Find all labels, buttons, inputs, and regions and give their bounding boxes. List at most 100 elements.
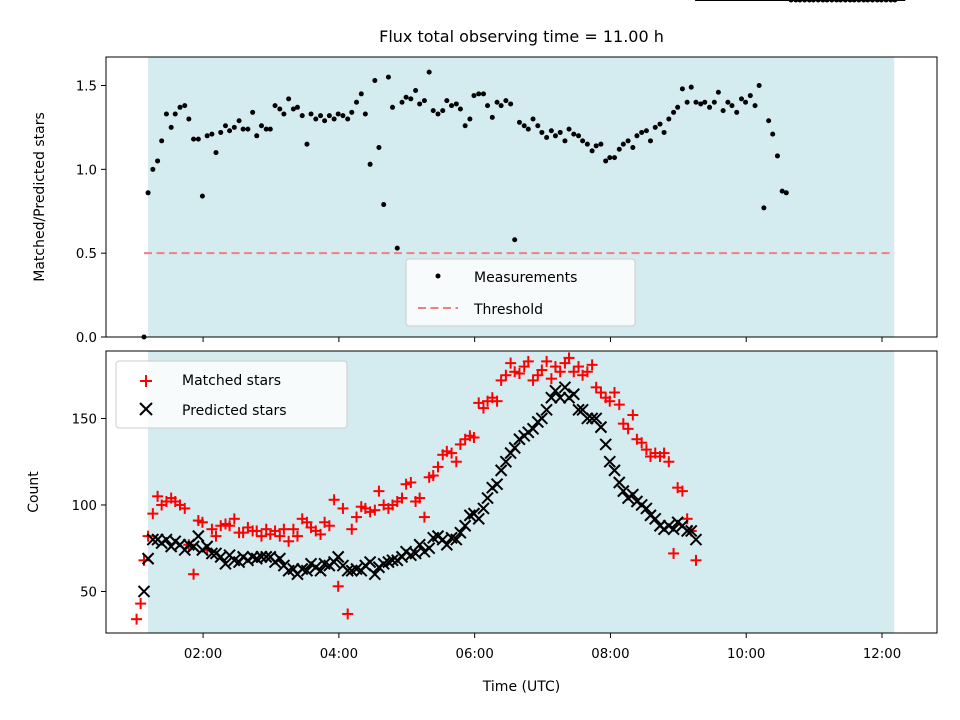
predicted-star-point bbox=[273, 552, 287, 565]
matched-star-point bbox=[663, 456, 675, 468]
matched-star-point bbox=[274, 530, 286, 542]
measurement-point bbox=[322, 118, 328, 124]
matched-star-point bbox=[595, 387, 607, 399]
measurement-point bbox=[267, 126, 273, 132]
cross-stroke bbox=[549, 384, 562, 397]
measurement-point bbox=[367, 161, 373, 167]
measurement-point bbox=[403, 94, 409, 100]
cross-stroke bbox=[472, 512, 485, 526]
matched-star-point bbox=[573, 361, 585, 373]
matched-star-point bbox=[196, 516, 208, 528]
cross-stroke bbox=[608, 464, 621, 477]
matched-star-point bbox=[690, 554, 702, 566]
legend-matched-label: Matched stars bbox=[182, 373, 281, 389]
matched-star-point bbox=[640, 444, 652, 456]
cross-stroke bbox=[458, 519, 472, 532]
measurement-point bbox=[263, 126, 269, 132]
measurement-point bbox=[150, 166, 156, 172]
measurement-point bbox=[729, 103, 735, 109]
measurement-point bbox=[299, 113, 305, 119]
matched-star-point bbox=[446, 447, 458, 459]
measurement-point bbox=[177, 104, 183, 110]
measurement-point bbox=[362, 111, 368, 117]
measurement-point bbox=[290, 106, 296, 112]
cross-stroke bbox=[141, 552, 155, 565]
cross-stroke bbox=[626, 488, 640, 501]
matched-star-point bbox=[554, 366, 566, 378]
cross-stroke bbox=[314, 564, 327, 577]
measurement-point bbox=[598, 141, 604, 147]
matched-star-point bbox=[315, 528, 327, 540]
predicted-star-point bbox=[314, 564, 327, 577]
measurement-point bbox=[756, 83, 762, 89]
measurement-point bbox=[191, 136, 197, 142]
measurement-point bbox=[562, 138, 568, 144]
y-tick-label: 100 bbox=[72, 499, 97, 514]
matched-star-point bbox=[342, 608, 354, 620]
matched-star-point bbox=[658, 447, 670, 459]
predicted-star-point bbox=[499, 455, 513, 468]
measurement-point bbox=[159, 138, 165, 144]
matched-star-point bbox=[188, 568, 200, 580]
predicted-star-point bbox=[535, 412, 549, 425]
measurement-point bbox=[345, 116, 351, 122]
measurement-point bbox=[313, 116, 319, 122]
cross-stroke bbox=[545, 391, 558, 404]
measurement-point bbox=[693, 99, 699, 105]
predicted-star-point bbox=[463, 509, 477, 522]
cross-stroke bbox=[680, 524, 694, 538]
cross-stroke bbox=[300, 564, 314, 577]
measurement-point bbox=[525, 126, 531, 132]
measurement-point bbox=[508, 101, 514, 107]
cross-stroke bbox=[576, 403, 589, 417]
measurement-point bbox=[231, 124, 237, 130]
x-tick-label: 08:00 bbox=[591, 647, 629, 662]
measurement-point bbox=[426, 69, 432, 75]
predicted-star-point bbox=[689, 533, 703, 546]
cross-stroke bbox=[192, 529, 205, 543]
count-y-ticks: 50 100 150 bbox=[72, 412, 106, 600]
cross-stroke bbox=[494, 464, 508, 477]
predicted-star-point bbox=[613, 476, 626, 489]
cross-stroke bbox=[667, 522, 680, 536]
measurement-point bbox=[485, 103, 491, 109]
cross-stroke bbox=[535, 412, 549, 425]
predicted-star-point bbox=[481, 491, 494, 505]
predicted-star-point bbox=[192, 529, 205, 543]
y-tick-label: 1.0 bbox=[76, 163, 97, 178]
ratio-x-ticks bbox=[202, 337, 883, 342]
measurement-point bbox=[616, 146, 622, 152]
matched-star-point bbox=[541, 355, 553, 367]
x-tick-label: 06:00 bbox=[455, 647, 493, 662]
measurement-point bbox=[163, 111, 169, 117]
matched-star-point bbox=[323, 520, 335, 532]
matched-star-point bbox=[152, 490, 164, 502]
measurement-point bbox=[607, 155, 613, 161]
measurement-point bbox=[688, 84, 694, 90]
matched-star-point bbox=[427, 470, 439, 482]
matched-star-point bbox=[676, 485, 688, 497]
cross-stroke bbox=[553, 391, 567, 404]
matched-star-point bbox=[135, 598, 147, 610]
measurement-point bbox=[752, 103, 758, 109]
matched-star-point bbox=[287, 523, 299, 535]
y-tick-label: 150 bbox=[72, 412, 97, 427]
measurement-point bbox=[512, 237, 518, 243]
measurement-points bbox=[141, 0, 898, 340]
matched-star-point bbox=[513, 367, 525, 379]
cross-stroke bbox=[146, 533, 160, 546]
matched-star-point bbox=[224, 520, 236, 532]
measurement-point bbox=[774, 153, 780, 159]
cross-stroke bbox=[409, 547, 422, 560]
predicted-star-point bbox=[589, 412, 603, 425]
measurement-point bbox=[250, 109, 256, 115]
cross-stroke bbox=[413, 538, 426, 551]
measurement-point bbox=[399, 99, 405, 105]
measurement-point bbox=[557, 129, 563, 135]
measurement-point bbox=[783, 190, 789, 196]
cross-stroke bbox=[331, 550, 345, 564]
measurement-point bbox=[476, 91, 482, 97]
measurement-point bbox=[408, 96, 414, 102]
measurement-point bbox=[277, 106, 283, 112]
predicted-star-point bbox=[187, 540, 200, 553]
